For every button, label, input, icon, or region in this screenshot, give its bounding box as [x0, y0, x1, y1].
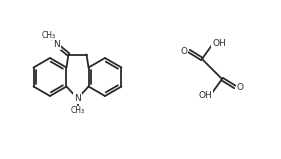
Text: CH₃: CH₃	[41, 31, 56, 40]
Text: OH: OH	[198, 90, 212, 100]
Text: N: N	[53, 40, 60, 49]
Text: O: O	[180, 46, 187, 55]
Text: N: N	[74, 94, 81, 103]
Text: O: O	[237, 83, 244, 91]
Text: CH₃: CH₃	[71, 106, 85, 115]
Text: OH: OH	[212, 38, 226, 48]
